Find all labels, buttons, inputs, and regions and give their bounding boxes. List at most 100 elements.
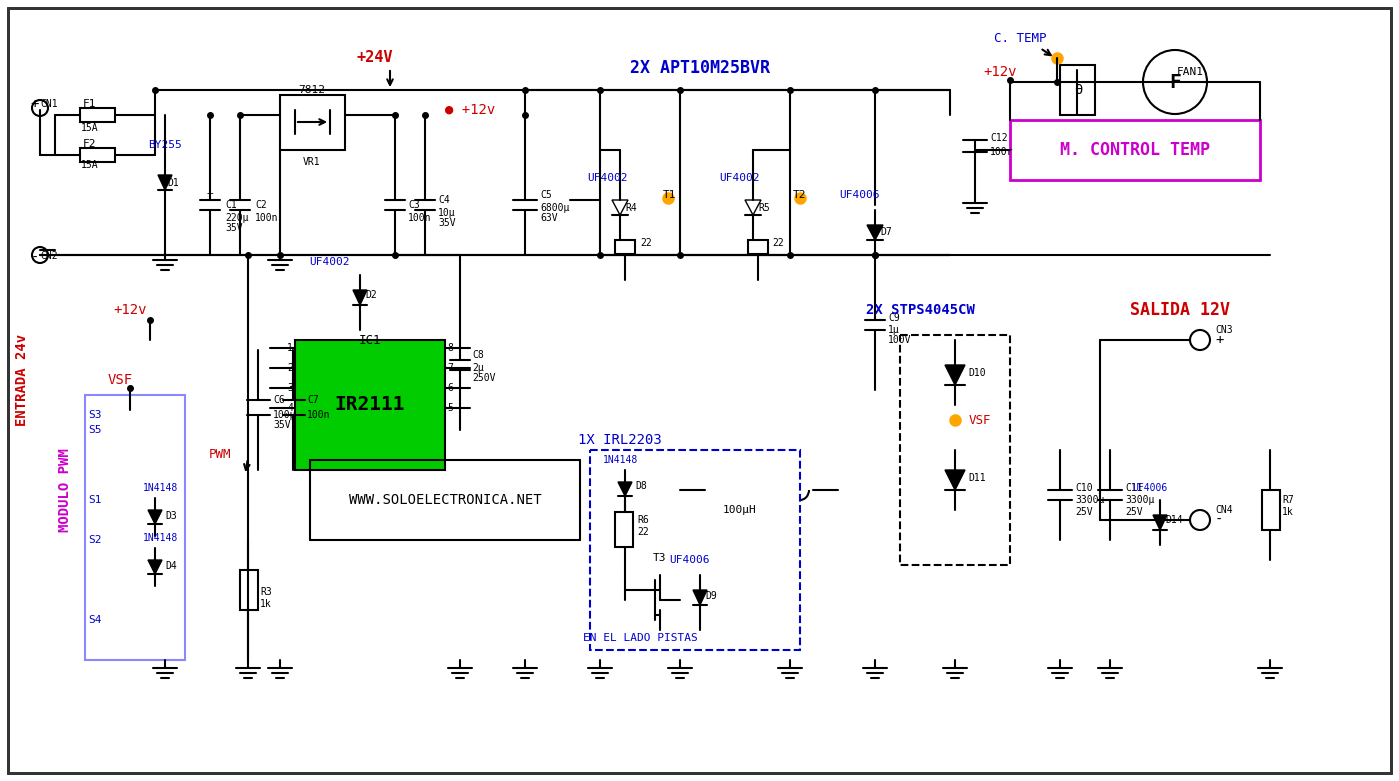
Text: +12v: +12v: [983, 65, 1017, 79]
Text: 1N4148: 1N4148: [143, 483, 178, 493]
Text: 2µ: 2µ: [471, 363, 484, 373]
Text: C5: C5: [540, 190, 551, 200]
Polygon shape: [353, 290, 367, 305]
Text: 2X APT10M25BVR: 2X APT10M25BVR: [630, 59, 769, 77]
Text: UF4002: UF4002: [588, 173, 628, 183]
Text: C11: C11: [1125, 483, 1143, 493]
Text: VSF: VSF: [108, 373, 133, 387]
Text: +: +: [207, 188, 214, 198]
Text: R6: R6: [637, 515, 649, 525]
Text: S4: S4: [88, 615, 102, 625]
Text: C12: C12: [990, 133, 1007, 143]
Text: T1: T1: [663, 190, 677, 200]
Text: D3: D3: [165, 511, 176, 521]
Text: 35V: 35V: [438, 218, 456, 228]
Bar: [241, 570, 257, 610]
Text: EN EL LADO PISTAS: EN EL LADO PISTAS: [582, 633, 697, 643]
Text: VSF: VSF: [968, 413, 992, 426]
Text: IC1: IC1: [358, 333, 382, 347]
Text: D10: D10: [968, 368, 986, 378]
Bar: [748, 240, 768, 254]
Text: D4: D4: [165, 561, 176, 571]
Text: 2X STPS4045CW: 2X STPS4045CW: [866, 303, 975, 317]
Text: 100n: 100n: [255, 213, 278, 223]
Text: F: F: [1170, 73, 1181, 91]
Text: 63V: 63V: [540, 213, 558, 223]
Text: UF4002: UF4002: [719, 173, 760, 183]
Text: UF4006: UF4006: [1132, 483, 1168, 493]
Text: D14: D14: [1165, 515, 1182, 525]
Polygon shape: [618, 482, 632, 496]
Text: UF4002: UF4002: [309, 257, 350, 267]
Polygon shape: [693, 590, 706, 605]
Text: S2: S2: [88, 535, 102, 545]
Text: 22: 22: [637, 527, 649, 537]
Text: C2: C2: [255, 200, 267, 210]
Text: +: +: [31, 97, 39, 111]
Text: C9: C9: [888, 313, 900, 323]
Text: 3300µ: 3300µ: [1074, 495, 1104, 505]
Text: R7: R7: [1281, 495, 1294, 505]
Bar: [1010, 120, 1260, 180]
Polygon shape: [867, 225, 883, 240]
Bar: [295, 340, 445, 470]
Bar: [616, 240, 635, 254]
Text: C10: C10: [1074, 483, 1093, 493]
Text: C7: C7: [306, 395, 319, 405]
Bar: [280, 95, 346, 150]
Text: 4: 4: [287, 403, 292, 413]
Text: 25V: 25V: [1125, 507, 1143, 517]
Bar: [900, 335, 1010, 565]
Polygon shape: [148, 560, 162, 574]
Text: F1: F1: [84, 99, 97, 109]
Text: 1N4148: 1N4148: [143, 533, 178, 543]
Text: 6800µ: 6800µ: [540, 203, 569, 213]
Polygon shape: [1153, 515, 1167, 530]
Text: 100r: 100r: [990, 147, 1013, 157]
Text: 1k: 1k: [260, 599, 271, 609]
Text: FAN1: FAN1: [1177, 67, 1203, 77]
Text: 1X IRL2203: 1X IRL2203: [578, 433, 662, 447]
Text: 15A: 15A: [81, 123, 99, 133]
Text: D11: D11: [968, 473, 986, 483]
Text: 100n: 100n: [306, 410, 330, 420]
Text: C. TEMP: C. TEMP: [993, 31, 1046, 45]
Text: PWM: PWM: [208, 448, 231, 462]
Text: 7: 7: [448, 363, 453, 373]
Text: M. CONTROL TEMP: M. CONTROL TEMP: [1060, 141, 1210, 159]
Polygon shape: [148, 510, 162, 524]
Text: D7: D7: [880, 227, 891, 237]
Text: D2: D2: [365, 290, 376, 300]
Text: 6: 6: [448, 383, 453, 393]
Text: S1: S1: [88, 495, 102, 505]
Text: 2: 2: [287, 363, 292, 373]
Text: 22: 22: [772, 238, 783, 248]
Text: D1: D1: [166, 178, 179, 188]
Text: WWW.SOLOELECTRONICA.NET: WWW.SOLOELECTRONICA.NET: [348, 493, 541, 507]
Bar: [1262, 490, 1280, 530]
Text: 22: 22: [639, 238, 652, 248]
Text: IR2111: IR2111: [334, 395, 406, 415]
Text: D8: D8: [635, 481, 646, 491]
Text: C4: C4: [438, 195, 449, 205]
Text: T3: T3: [653, 553, 667, 563]
Text: 8: 8: [448, 343, 453, 353]
Text: 10µ: 10µ: [438, 208, 456, 218]
Text: 7812: 7812: [298, 85, 326, 95]
Text: C3: C3: [409, 200, 420, 210]
Text: CN2: CN2: [41, 251, 57, 261]
Text: CN3: CN3: [1214, 325, 1233, 335]
Text: θ: θ: [1074, 83, 1083, 97]
Bar: [85, 395, 185, 660]
Polygon shape: [158, 175, 172, 190]
Text: UF4006: UF4006: [670, 555, 711, 565]
Text: 3: 3: [287, 383, 292, 393]
Text: 35V: 35V: [273, 420, 291, 430]
Polygon shape: [944, 470, 965, 490]
Text: 100µH: 100µH: [723, 505, 757, 515]
Text: C6: C6: [273, 395, 285, 405]
Bar: [80, 148, 115, 162]
Text: R5: R5: [758, 203, 769, 213]
Text: 250V: 250V: [471, 373, 495, 383]
Text: 1: 1: [287, 343, 292, 353]
